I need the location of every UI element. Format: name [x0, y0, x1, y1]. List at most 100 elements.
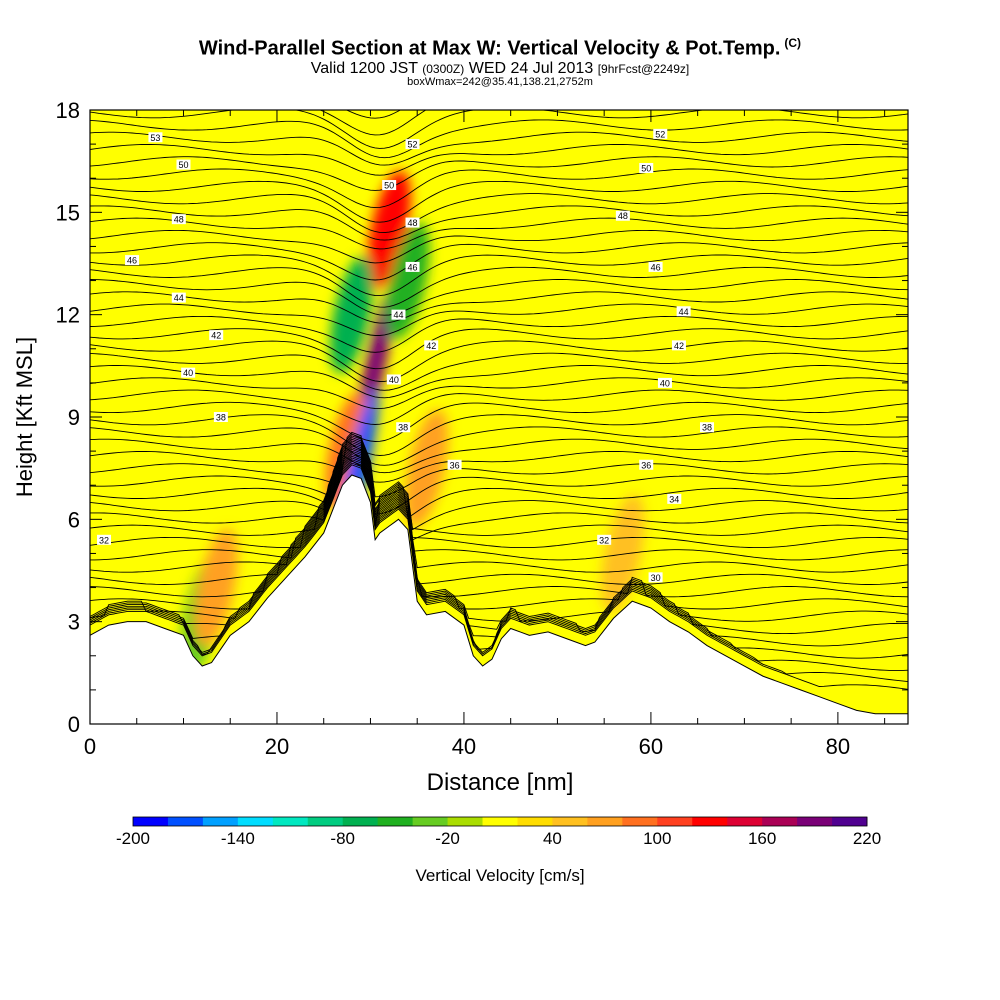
colorbar-swatch — [202, 817, 239, 826]
theta-label-text: 32 — [99, 535, 109, 545]
theta-label-text: 38 — [398, 423, 408, 433]
theta-contour-14 — [90, 440, 908, 541]
theta-label: 38 — [700, 422, 715, 433]
velocity-feature-5 — [330, 255, 374, 374]
theta-contour-26 — [90, 365, 908, 399]
theta-contour-32 — [90, 291, 908, 324]
chart-subtitle: Valid 1200 JST (0300Z) WED 24 Jul 2013 [… — [0, 60, 1000, 78]
theta-contour-44 — [90, 144, 908, 176]
y-tick-label: 3 — [68, 610, 80, 635]
y-tick-label: 6 — [68, 507, 80, 532]
colorbar-tick-label: 220 — [853, 829, 881, 848]
theta-label: 50 — [639, 162, 654, 173]
theta-contour-36 — [90, 242, 908, 281]
colorbar-swatch — [167, 817, 204, 826]
theta-label-text: 50 — [384, 181, 394, 191]
theta-contour-21 — [90, 426, 908, 466]
theta-contour-24 — [90, 389, 908, 425]
colorbar-tick-label: 100 — [643, 829, 671, 848]
colorbar-swatch — [412, 817, 449, 826]
colorbar-swatch — [237, 817, 274, 826]
theta-label: 36 — [639, 459, 654, 470]
colorbar-swatch — [622, 817, 658, 826]
theta-contour-11 — [90, 445, 908, 561]
x-tick-label: 80 — [826, 734, 850, 759]
colorbar-swatch — [342, 817, 379, 826]
theta-contour-0 — [90, 464, 908, 690]
theta-contour-34 — [90, 266, 908, 308]
colorbar-swatch — [692, 817, 728, 826]
theta-label-text: 36 — [641, 460, 651, 470]
theta-label-text: 46 — [408, 262, 418, 272]
theta-contour-35 — [90, 254, 908, 297]
colorbar-swatch — [272, 817, 309, 826]
y-axis-label: Height [Kft MSL] — [12, 337, 37, 497]
theta-label: 42 — [209, 330, 224, 341]
theta-contour-41 — [90, 180, 908, 223]
copyright-mark: (C) — [784, 36, 802, 50]
theta-contour-18 — [90, 433, 908, 498]
theta-label: 42 — [671, 340, 686, 351]
theta-contour-43 — [90, 156, 908, 191]
colorbar-tick-label: -200 — [116, 829, 150, 848]
colorbar-tick-label: -80 — [330, 829, 355, 848]
colorbar-swatch — [133, 817, 169, 826]
theta-label-text: 44 — [174, 293, 184, 303]
forecast-info: [9hrFcst@2249z] — [597, 62, 690, 76]
chart-title: Wind-Parallel Section at Max W: Vertical… — [0, 36, 1000, 61]
theta-label: 40 — [386, 374, 401, 385]
theta-contour-15 — [90, 438, 908, 531]
colorbar-swatch — [307, 817, 344, 826]
theta-contour-37 — [90, 229, 908, 264]
theta-label: 48 — [615, 210, 630, 221]
theta-contour-30 — [90, 315, 908, 353]
theta-label-text: 30 — [651, 573, 661, 583]
theta-label: 46 — [648, 261, 663, 272]
valid-utc: (0300Z) — [422, 62, 465, 76]
theta-label: 42 — [424, 340, 439, 351]
theta-contour-27 — [90, 352, 908, 391]
theta-label: 50 — [382, 180, 397, 191]
x-tick-label: 20 — [265, 734, 289, 759]
colorbar-label: Vertical Velocity [cm/s] — [415, 866, 584, 885]
theta-contour-6 — [90, 453, 908, 622]
colorbar-tick-label: 160 — [748, 829, 776, 848]
theta-label: 38 — [213, 412, 228, 423]
theta-contour-33 — [90, 279, 908, 316]
theta-label-text: 44 — [679, 307, 689, 317]
theta-label-text: 38 — [216, 413, 226, 423]
theta-label: 46 — [405, 261, 420, 272]
colorbar-swatch — [517, 817, 553, 826]
theta-label-text: 42 — [674, 341, 684, 351]
theta-contour-13 — [90, 442, 908, 536]
theta-label: 52 — [405, 139, 420, 150]
colorbar-swatch — [482, 817, 518, 826]
theta-label: 44 — [391, 309, 406, 320]
theta-label-text: 40 — [389, 375, 399, 385]
theta-contour-31 — [90, 303, 908, 336]
theta-label: 36 — [447, 459, 462, 470]
colorbar-swatch — [377, 817, 414, 826]
theta-contour-20 — [90, 438, 908, 474]
theta-label-text: 46 — [651, 262, 661, 272]
box-info: boxWmax=242@35.41,138.21,2752m — [407, 76, 593, 88]
theta-contour-16 — [90, 436, 908, 529]
theta-label-text: 44 — [393, 310, 403, 320]
theta-label-text: 50 — [178, 160, 188, 170]
theta-labels: 32 53 50 48 46 44 42 40 38 52 50 48 46 44 42 40 38 36 52 50… — [97, 128, 715, 583]
theta-label: 50 — [176, 159, 191, 170]
theta-label-text: 42 — [211, 331, 221, 341]
theta-label-text: 42 — [426, 341, 436, 351]
theta-contour-8 — [90, 450, 908, 598]
y-tick-label: 18 — [56, 98, 80, 123]
terrain-mask — [90, 474, 908, 724]
velocity-feature-3 — [404, 409, 449, 527]
plot-area: 32 53 50 48 46 44 42 40 38 52 50 48 46 44 42 40 38 36 52 50… — [90, 110, 908, 724]
x-tick-label: 0 — [84, 734, 96, 759]
theta-contour-46 — [90, 119, 908, 159]
theta-label-text: 48 — [618, 211, 628, 221]
theta-contour-38 — [90, 217, 908, 250]
theta-contour-45 — [90, 131, 908, 166]
